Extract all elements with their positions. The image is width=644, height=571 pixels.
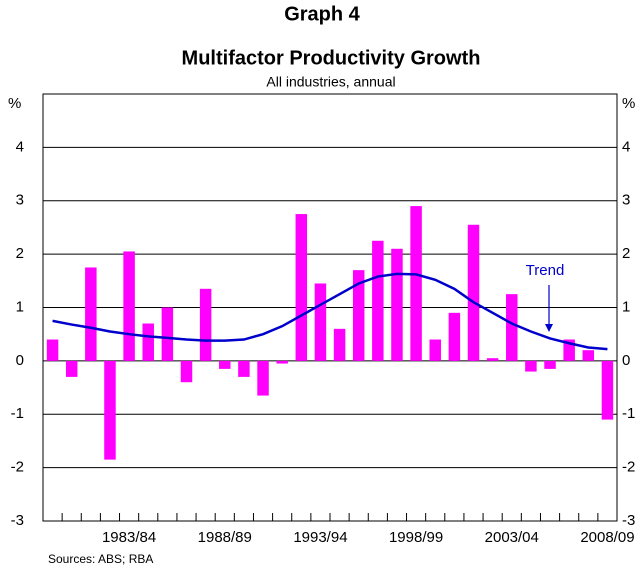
bar xyxy=(601,360,614,420)
bar xyxy=(467,224,480,361)
y-tick-label: 0 xyxy=(16,352,24,369)
x-tick-label: 1998/99 xyxy=(389,529,443,546)
bar xyxy=(65,360,78,377)
bar xyxy=(410,206,422,361)
x-tick-label: 2003/04 xyxy=(485,529,539,546)
y2-tick-label: -2 xyxy=(622,459,635,476)
y2-tick-label: 0 xyxy=(622,352,630,369)
bar xyxy=(142,323,154,361)
y2-tick-label: -3 xyxy=(622,512,635,529)
x-tick-label: 1993/94 xyxy=(293,529,347,546)
bar xyxy=(46,339,59,361)
trend-line xyxy=(52,272,608,351)
bar xyxy=(85,267,97,361)
bar xyxy=(391,248,403,361)
source: Sources: ABS; RBA xyxy=(48,552,153,566)
super-title: Graph 4 xyxy=(284,3,360,25)
bar xyxy=(295,214,308,361)
y-tick-label: -1 xyxy=(11,405,24,422)
bar xyxy=(219,360,231,369)
y-axis-label: % xyxy=(8,95,21,112)
y2-axis-label: % xyxy=(622,95,635,112)
annotation: Trend xyxy=(526,262,565,279)
bar xyxy=(582,350,595,361)
x-tick-label: 2008/09 xyxy=(580,529,634,546)
bar xyxy=(372,240,384,361)
bar xyxy=(333,328,346,361)
y-tick-label: -3 xyxy=(11,512,24,529)
y-tick-label: 4 xyxy=(16,138,24,155)
x-tick-label: 1983/84 xyxy=(102,529,156,546)
y2-tick-label: 3 xyxy=(622,192,630,209)
subtitle: All industries, annual xyxy=(266,74,395,90)
annotation-arrowhead xyxy=(545,324,553,332)
bar xyxy=(276,360,288,364)
bar xyxy=(238,360,250,377)
x-tick-label: 1988/89 xyxy=(198,529,252,546)
bar xyxy=(486,358,499,361)
bar xyxy=(314,283,327,361)
bar xyxy=(506,294,518,361)
bar xyxy=(525,360,537,372)
bar xyxy=(104,360,116,460)
bar xyxy=(448,312,461,361)
y-tick-label: 2 xyxy=(16,245,24,262)
bar xyxy=(544,360,556,369)
bar xyxy=(180,360,193,383)
y2-tick-label: -1 xyxy=(622,405,635,422)
y-tick-label: 1 xyxy=(16,298,24,315)
y2-tick-label: 4 xyxy=(622,138,630,155)
y-tick-label: 3 xyxy=(16,192,24,209)
bar xyxy=(563,339,575,361)
y2-tick-label: 2 xyxy=(622,245,630,262)
chart-title: Multifactor Productivity Growth xyxy=(182,47,481,69)
y-tick-label: -2 xyxy=(11,459,24,476)
bar xyxy=(161,307,174,361)
bar xyxy=(429,339,441,361)
y2-tick-label: 1 xyxy=(622,298,630,315)
bar xyxy=(352,270,365,361)
bar xyxy=(257,360,269,396)
bar xyxy=(199,288,212,361)
bar xyxy=(123,251,135,361)
